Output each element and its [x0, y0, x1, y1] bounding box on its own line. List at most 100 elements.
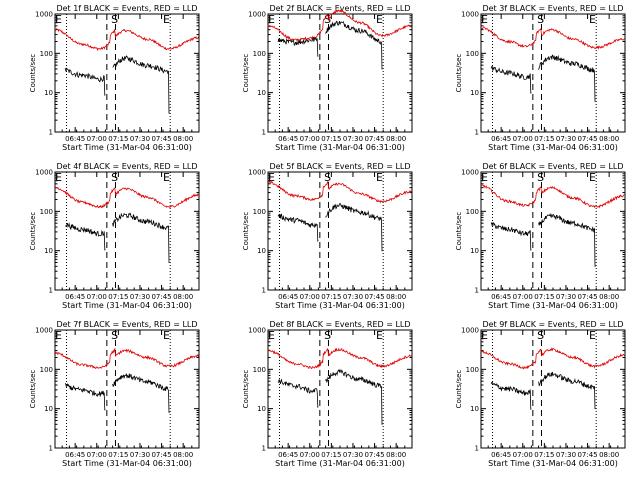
- x-tick-label: 07:15: [108, 451, 128, 459]
- lld-series-line: [480, 26, 625, 50]
- e-marker-label: E: [163, 329, 170, 342]
- x-tick-label: 07:15: [534, 451, 554, 459]
- events-series-line: [65, 222, 106, 251]
- y-tick-label: 10: [470, 405, 479, 413]
- s-marker-label: S: [537, 329, 544, 342]
- y-tick-label: 1000: [248, 169, 266, 177]
- x-axis-title: Start Time (31-Mar-04 06:31:00): [488, 143, 618, 152]
- plot-frame: [267, 13, 413, 133]
- panel-1: Det 1f BLACK = Events, RED = LLD 1 10 100 10…: [29, 4, 200, 152]
- s-marker-label: S: [324, 329, 331, 342]
- y-tick-label: 100: [40, 208, 53, 216]
- y-tick-label: 1000: [461, 169, 479, 177]
- e-marker-label: E: [376, 13, 383, 26]
- y-tick-label: 100: [466, 366, 479, 374]
- x-tick-label: 07:15: [321, 451, 341, 459]
- e-marker-label: E: [55, 329, 62, 342]
- y-tick-label: 1000: [461, 327, 479, 335]
- x-axis-title: Start Time (31-Mar-04 06:31:00): [62, 143, 192, 152]
- x-tick-label: 06:45: [278, 293, 298, 301]
- plot-frame: [267, 329, 413, 449]
- x-tick-label: 08:00: [599, 293, 619, 301]
- e-marker-label: E: [376, 171, 383, 184]
- x-axis-title: Start Time (31-Mar-04 06:31:00): [62, 459, 192, 468]
- events-series-line: [277, 378, 319, 408]
- events-series-line: [112, 212, 170, 263]
- x-tick-label: 07:15: [108, 293, 128, 301]
- y-tick-label: 10: [257, 405, 266, 413]
- x-tick-label: 07:30: [130, 293, 150, 301]
- events-series-line: [64, 67, 106, 96]
- x-tick-label: 08:00: [173, 293, 193, 301]
- lld-series-line: [480, 184, 625, 209]
- y-tick-label: 10: [470, 89, 479, 97]
- e-marker-label: E: [268, 171, 275, 184]
- y-tick-label: 1000: [248, 327, 266, 335]
- e-marker-label: E: [376, 329, 383, 342]
- panel-title: Det 8f BLACK = Events, RED = LLD: [269, 320, 410, 329]
- panel-title: Det 2f BLACK = Events, RED = LLD: [269, 4, 410, 13]
- x-tick-label: 08:00: [599, 451, 619, 459]
- x-tick-label: 07:30: [556, 451, 576, 459]
- events-series-line: [325, 202, 383, 252]
- x-tick-label: 07:15: [108, 135, 128, 143]
- y-tick-label: 1: [475, 129, 479, 137]
- s-marker-label: S: [111, 171, 118, 184]
- panel-9: Det 9f BLACK = Events, RED = LLD 1 10 100 10…: [455, 320, 626, 468]
- x-tick-label: 07:00: [513, 135, 533, 143]
- events-series-line: [538, 54, 596, 102]
- y-tick-label: 10: [44, 247, 53, 255]
- e-marker-label: E: [163, 171, 170, 184]
- s-marker-label: S: [324, 171, 331, 184]
- x-tick-label: 07:15: [321, 293, 341, 301]
- y-tick-label: 1: [49, 129, 53, 137]
- x-tick-label: 06:45: [65, 293, 85, 301]
- e-marker-label: E: [268, 13, 275, 26]
- y-tick-label: 1: [49, 287, 53, 295]
- x-tick-label: 06:45: [491, 293, 511, 301]
- x-tick-label: 07:15: [321, 135, 341, 143]
- x-tick-label: 07:00: [513, 293, 533, 301]
- e-marker-label: E: [163, 13, 170, 26]
- x-axis-title: Start Time (31-Mar-04 06:31:00): [488, 301, 618, 310]
- y-tick-label: 1: [262, 129, 266, 137]
- x-tick-label: 07:45: [151, 293, 171, 301]
- y-tick-label: 100: [466, 50, 479, 58]
- y-axis-title: Counts/sec: [29, 212, 37, 251]
- y-tick-label: 10: [257, 247, 266, 255]
- y-axis-title: Counts/sec: [242, 370, 250, 409]
- x-tick-label: 08:00: [386, 135, 406, 143]
- x-tick-label: 07:00: [87, 293, 107, 301]
- s-marker-label: S: [111, 13, 118, 26]
- events-series-line: [325, 368, 383, 425]
- events-series-line: [325, 20, 383, 70]
- y-axis-title: Counts/sec: [455, 54, 463, 93]
- y-tick-label: 100: [466, 208, 479, 216]
- panel-2: Det 2f BLACK = Events, RED = LLD 1 10 100 10…: [242, 4, 413, 152]
- y-tick-label: 1: [262, 445, 266, 453]
- x-tick-label: 07:30: [343, 293, 363, 301]
- lld-series-line: [267, 347, 412, 370]
- x-tick-label: 08:00: [386, 451, 406, 459]
- y-tick-label: 100: [40, 366, 53, 374]
- events-series-line: [490, 65, 532, 94]
- y-axis-title: Counts/sec: [242, 212, 250, 251]
- s-marker-label: S: [537, 13, 544, 26]
- x-axis-title: Start Time (31-Mar-04 06:31:00): [275, 459, 405, 468]
- x-tick-label: 07:45: [151, 135, 171, 143]
- lld-series-line: [480, 347, 625, 370]
- s-marker-label: S: [324, 13, 331, 26]
- x-tick-label: 07:45: [364, 135, 384, 143]
- x-tick-label: 06:45: [65, 451, 85, 459]
- y-tick-label: 1000: [461, 11, 479, 19]
- x-tick-label: 07:15: [534, 135, 554, 143]
- e-marker-label: E: [268, 329, 275, 342]
- events-series-line: [112, 55, 170, 114]
- events-series-line: [490, 222, 532, 251]
- y-tick-label: 1000: [248, 11, 266, 19]
- s-marker-label: S: [111, 329, 118, 342]
- events-series-line: [490, 381, 532, 410]
- y-tick-label: 10: [44, 405, 53, 413]
- y-axis-title: Counts/sec: [455, 212, 463, 251]
